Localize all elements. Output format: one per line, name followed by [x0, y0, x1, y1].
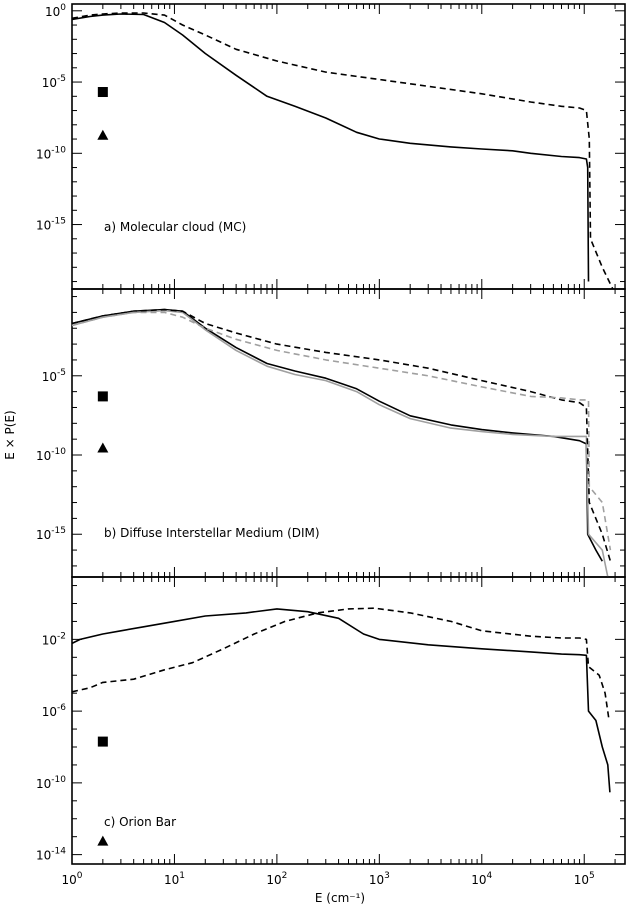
y-tick-label: 10-10 [36, 775, 66, 791]
y-axis-label: E × P(E) [3, 410, 17, 459]
y-tick-label: 10-10 [36, 145, 66, 161]
y-tick-label: 10-14 [36, 847, 66, 863]
panel-b: 10-5 10-10 10-15 b) Diffuse Interstellar Me… [36, 288, 626, 578]
x-tick-label: 105 [574, 871, 595, 887]
y-ticks [72, 585, 625, 856]
series-line-dashed-black [71, 12, 614, 290]
triangle-marker [97, 442, 109, 453]
series-line-solid-gray [71, 309, 609, 578]
x-ticks [71, 289, 616, 577]
x-tick-label: 101 [164, 871, 185, 887]
y-tick-label: 10-10 [36, 447, 66, 463]
y-tick-label: 100 [45, 3, 66, 19]
square-marker [97, 87, 108, 98]
triangle-marker [97, 835, 109, 846]
x-tick-label: 104 [471, 871, 492, 887]
y-ticks [72, 10, 625, 283]
series-line-solid-black [71, 13, 590, 282]
y-tick-label: 10-15 [36, 217, 66, 233]
series-line-dashed-gray [71, 311, 612, 551]
square-marker [97, 391, 108, 402]
y-tick-label: 10-2 [42, 631, 66, 647]
panel-annotation: a) Molecular cloud (MC) [104, 220, 246, 234]
panel-annotation: c) Orion Bar [104, 815, 176, 829]
y-tick-label: 10-6 [42, 703, 67, 719]
x-tick-label: 102 [266, 871, 287, 887]
y-ticks [72, 296, 625, 567]
y-tick-label: 10-5 [42, 368, 66, 384]
panel-c: 10-2 10-6 10-10 10-14 100 101 102 103 104 105 c) O… [36, 576, 626, 887]
x-ticks [71, 4, 616, 289]
panel-a: 100 10-5 10-10 10-15 a) Molecular cloud (MC) [36, 3, 626, 290]
x-tick-label: 103 [369, 871, 390, 887]
y-tick-label: 10-15 [36, 526, 66, 542]
series-line-dashed-black [71, 308, 612, 562]
panel-annotation: b) Diffuse Interstellar Medium (DIM) [104, 526, 320, 540]
y-tick-label: 10-5 [42, 74, 66, 90]
x-axis-label: E (cm⁻¹) [315, 891, 365, 905]
x-ticks [71, 577, 616, 864]
series-line-dashed-black [71, 607, 610, 721]
triangle-marker [97, 129, 109, 140]
x-tick-label: 100 [61, 871, 82, 887]
square-marker [97, 736, 108, 747]
series-line-solid-black [71, 608, 611, 793]
plot-frame [71, 3, 626, 290]
